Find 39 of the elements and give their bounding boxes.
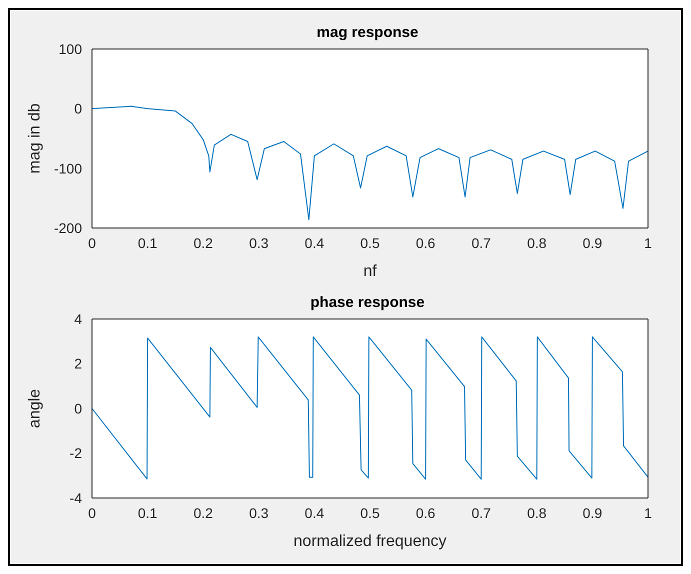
x-tick-label: 0.7 bbox=[471, 504, 492, 521]
y-tick-label: 0 bbox=[74, 400, 82, 416]
x-axis-title: nf bbox=[363, 263, 378, 280]
x-tick-label: 0.4 bbox=[304, 234, 324, 251]
y-tick-label: -100 bbox=[54, 160, 82, 176]
x-tick-label: 1 bbox=[644, 234, 652, 251]
chart-title: mag response bbox=[316, 24, 420, 41]
x-tick-label: 1 bbox=[644, 504, 652, 521]
y-tick-label: -2 bbox=[70, 445, 82, 462]
y-tick-label: 2 bbox=[74, 356, 82, 372]
x-tick-label: 0.5 bbox=[360, 234, 380, 251]
line-series bbox=[92, 336, 648, 480]
x-tick-label: 0.8 bbox=[527, 234, 547, 251]
x-tick-label: 0.9 bbox=[582, 504, 602, 521]
x-tick-label: 0.1 bbox=[138, 234, 158, 251]
x-tick-label: 0.1 bbox=[138, 504, 158, 521]
y-tick-label: 4 bbox=[74, 310, 82, 327]
y-tick-label: -4 bbox=[70, 490, 82, 506]
y-axis-title: angle bbox=[26, 388, 44, 428]
x-tick-label: 0.9 bbox=[582, 234, 602, 251]
x-axis-title: normalized frequency bbox=[294, 533, 446, 550]
line-series bbox=[92, 106, 648, 220]
x-tick-label: 0.8 bbox=[527, 504, 547, 521]
y-axis-title: mag in db bbox=[26, 103, 44, 174]
x-tick-label: 0.4 bbox=[304, 504, 324, 521]
x-tick-label: 0 bbox=[88, 504, 96, 521]
x-tick-label: 0.5 bbox=[360, 504, 380, 521]
y-tick-label: -200 bbox=[54, 220, 82, 236]
x-tick-label: 0.2 bbox=[193, 504, 214, 521]
x-tick-label: 0.6 bbox=[416, 234, 436, 251]
chart-title: phase response bbox=[309, 294, 426, 311]
y-tick-label: 100 bbox=[58, 40, 82, 57]
x-tick-label: 0.7 bbox=[471, 234, 492, 251]
x-tick-label: 0.3 bbox=[249, 504, 269, 521]
x-tick-label: 0.3 bbox=[249, 234, 269, 251]
x-tick-label: 0 bbox=[88, 234, 96, 251]
y-tick-label: 0 bbox=[74, 100, 82, 117]
x-tick-label: 0.6 bbox=[416, 504, 436, 521]
x-tick-label: 0.2 bbox=[193, 234, 214, 251]
